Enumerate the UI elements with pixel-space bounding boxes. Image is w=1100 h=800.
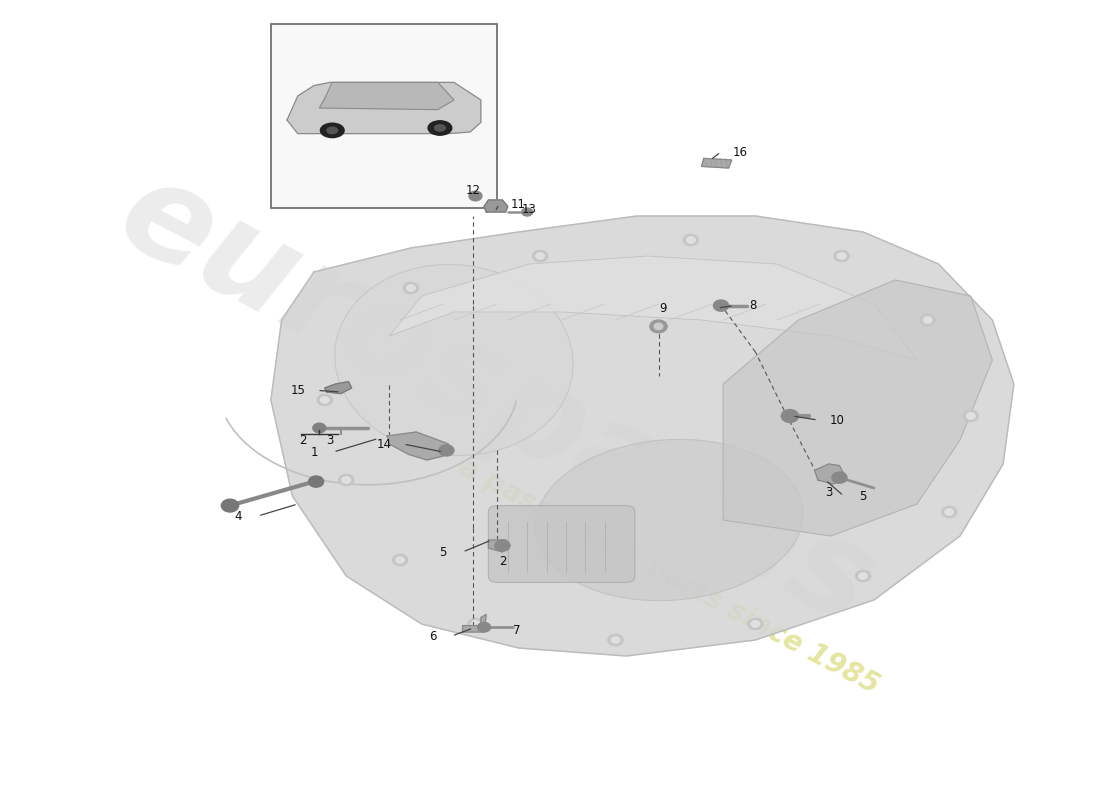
Circle shape [309, 476, 323, 487]
Circle shape [342, 477, 351, 483]
Circle shape [856, 570, 870, 582]
Ellipse shape [320, 123, 344, 138]
Bar [271, 24, 497, 208]
Circle shape [650, 320, 667, 333]
Circle shape [317, 394, 332, 406]
Text: 3: 3 [327, 434, 333, 446]
Circle shape [837, 253, 846, 259]
Circle shape [945, 509, 954, 515]
Ellipse shape [327, 127, 338, 134]
Text: 9: 9 [659, 302, 667, 314]
Polygon shape [319, 82, 454, 110]
Text: 3: 3 [825, 486, 833, 498]
FancyBboxPatch shape [488, 506, 635, 582]
Polygon shape [271, 216, 1014, 656]
Circle shape [339, 474, 354, 486]
Circle shape [612, 637, 619, 643]
Circle shape [686, 237, 695, 243]
Circle shape [964, 410, 978, 422]
Circle shape [608, 634, 623, 646]
Text: 2: 2 [498, 555, 506, 568]
Text: 11: 11 [512, 198, 526, 210]
Circle shape [751, 621, 760, 627]
Circle shape [781, 410, 799, 422]
Circle shape [654, 323, 663, 330]
Ellipse shape [428, 121, 452, 135]
Circle shape [832, 472, 847, 483]
Circle shape [748, 618, 763, 630]
Text: 4: 4 [234, 510, 242, 522]
Polygon shape [702, 158, 732, 168]
Circle shape [477, 622, 491, 632]
Circle shape [468, 618, 483, 630]
Circle shape [439, 445, 454, 456]
Circle shape [404, 282, 418, 294]
Circle shape [469, 191, 482, 201]
Circle shape [942, 506, 957, 518]
Circle shape [221, 499, 239, 512]
Ellipse shape [334, 265, 573, 455]
Ellipse shape [536, 439, 803, 601]
Circle shape [923, 317, 932, 323]
Text: 6: 6 [429, 630, 437, 642]
Text: 14: 14 [376, 438, 392, 450]
Circle shape [532, 250, 548, 262]
Text: a passion for parts since 1985: a passion for parts since 1985 [454, 453, 884, 699]
Polygon shape [324, 382, 352, 394]
Polygon shape [387, 432, 449, 460]
Circle shape [714, 300, 728, 311]
Text: 10: 10 [829, 414, 845, 426]
Polygon shape [488, 540, 510, 552]
Circle shape [921, 314, 935, 326]
Circle shape [683, 234, 698, 246]
Text: 5: 5 [859, 490, 867, 502]
Ellipse shape [434, 125, 446, 131]
Text: 7: 7 [513, 624, 520, 637]
Text: 12: 12 [465, 184, 481, 197]
Text: eurospares: eurospares [99, 148, 895, 652]
Polygon shape [287, 82, 481, 134]
Text: 2: 2 [299, 434, 307, 446]
Circle shape [312, 423, 326, 433]
Circle shape [396, 557, 405, 563]
Polygon shape [723, 280, 992, 536]
Circle shape [967, 413, 975, 419]
Circle shape [407, 285, 415, 291]
Polygon shape [389, 256, 917, 360]
Circle shape [393, 554, 408, 566]
Text: 13: 13 [521, 203, 537, 216]
Polygon shape [815, 464, 844, 484]
Circle shape [521, 208, 532, 216]
Text: 1: 1 [310, 446, 318, 458]
Polygon shape [484, 200, 508, 212]
Circle shape [536, 253, 544, 259]
Circle shape [495, 540, 510, 551]
Circle shape [834, 250, 849, 262]
Text: 15: 15 [290, 384, 305, 397]
Text: 8: 8 [749, 299, 757, 312]
Text: 16: 16 [733, 146, 748, 158]
Circle shape [471, 621, 480, 627]
Circle shape [859, 573, 868, 579]
Polygon shape [463, 614, 486, 632]
Circle shape [320, 397, 329, 403]
Text: 5: 5 [440, 546, 447, 558]
